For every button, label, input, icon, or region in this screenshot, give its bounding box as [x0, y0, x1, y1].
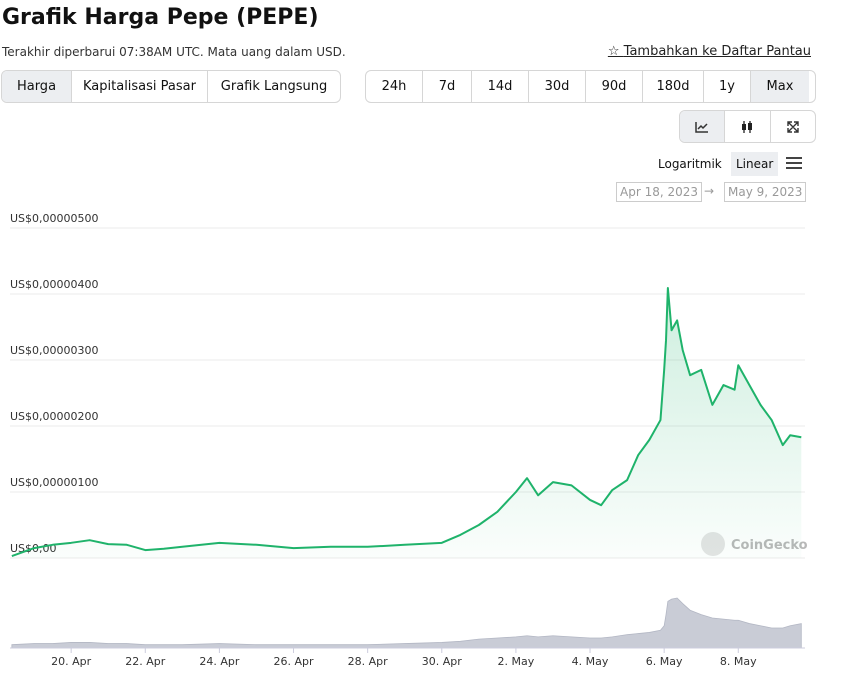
x-tick-label: 4. May	[572, 655, 609, 668]
date-arrow: →	[704, 184, 715, 198]
range-button[interactable]: 1y	[704, 71, 751, 102]
tab[interactable]: Kapitalisasi Pasar	[72, 71, 208, 102]
page-title: Grafik Harga Pepe (PEPE)	[2, 5, 319, 30]
x-tick-label: 22. Apr	[125, 655, 165, 668]
volume-area	[11, 597, 802, 649]
range-button[interactable]: 14d	[472, 71, 529, 102]
x-tick-label: 20. Apr	[51, 655, 91, 668]
updated-note: Terakhir diperbarui 07:38AM UTC. Mata ua…	[2, 45, 346, 59]
price-area	[11, 288, 802, 558]
range-button[interactable]: 90d	[586, 71, 643, 102]
x-tick-label: 8. May	[720, 655, 757, 668]
date-to[interactable]: May 9, 2023	[724, 182, 807, 202]
line-chart-button[interactable]	[680, 111, 726, 142]
fullscreen-button[interactable]	[771, 111, 815, 142]
range-button[interactable]: Max	[751, 71, 809, 102]
line-icon	[695, 121, 709, 133]
y-tick-label: US$0,00000400	[10, 278, 99, 291]
watchlist-link[interactable]: ☆ Tambahkan ke Daftar Pantau	[608, 44, 811, 59]
menu-icon[interactable]	[786, 156, 802, 170]
x-tick-label: 2. May	[498, 655, 535, 668]
scale-option[interactable]: Linear	[731, 152, 779, 176]
watchlist-text: Tambahkan ke Daftar Pantau	[623, 44, 811, 59]
candle-icon	[742, 120, 753, 133]
y-tick-label: US$0,00000100	[10, 476, 99, 489]
date-from[interactable]: Apr 18, 2023	[616, 182, 703, 202]
x-tick-label: 30. Apr	[422, 655, 462, 668]
tab[interactable]: Grafik Langsung	[220, 79, 328, 94]
tab-group: Harga Kapitalisasi Pasar Grafik Langsung	[1, 70, 341, 103]
y-tick-label: US$0,00000300	[10, 344, 99, 357]
range-button[interactable]: 7d	[423, 71, 472, 102]
range-button[interactable]: 24h	[366, 71, 423, 102]
chart-type-group	[679, 110, 816, 143]
star-icon: ☆	[607, 44, 624, 59]
range-button[interactable]: 30d	[529, 71, 586, 102]
tab[interactable]: Harga	[2, 71, 72, 102]
x-tick-label: 6. May	[646, 655, 683, 668]
scale-option[interactable]: Logaritmik	[658, 157, 722, 171]
x-tick-label: 26. Apr	[274, 655, 314, 668]
x-tick-label: 24. Apr	[199, 655, 239, 668]
range-button[interactable]: 180d	[643, 71, 704, 102]
expand-icon	[787, 120, 799, 133]
x-tick-label: 28. Apr	[348, 655, 388, 668]
y-tick-label: US$0,00000500	[10, 212, 99, 225]
range-group: 24h 7d 14d 30d 90d 180d 1y Max	[365, 70, 816, 103]
y-tick-label: US$0,00000200	[10, 410, 99, 423]
candle-chart-button[interactable]	[725, 111, 771, 142]
price-line	[11, 287, 802, 557]
